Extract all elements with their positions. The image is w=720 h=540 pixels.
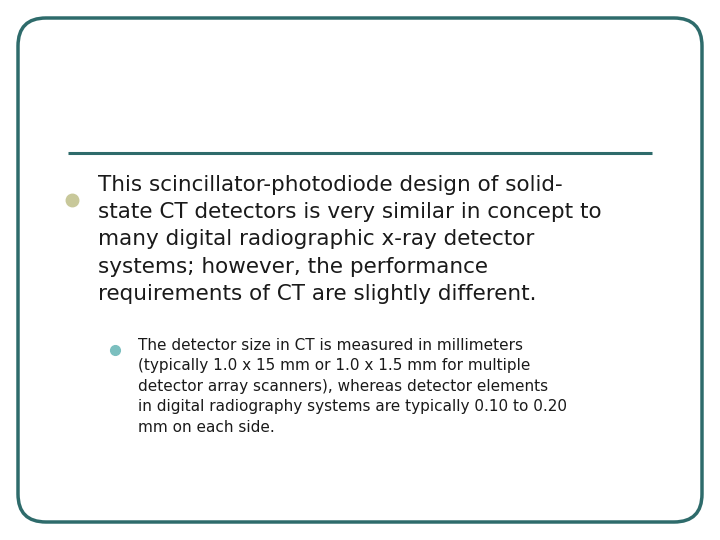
- Text: The detector size in CT is measured in millimeters
(typically 1.0 x 15 mm or 1.0: The detector size in CT is measured in m…: [138, 338, 567, 435]
- FancyBboxPatch shape: [18, 18, 702, 522]
- Text: This scincillator-photodiode design of solid-
state CT detectors is very similar: This scincillator-photodiode design of s…: [98, 175, 602, 304]
